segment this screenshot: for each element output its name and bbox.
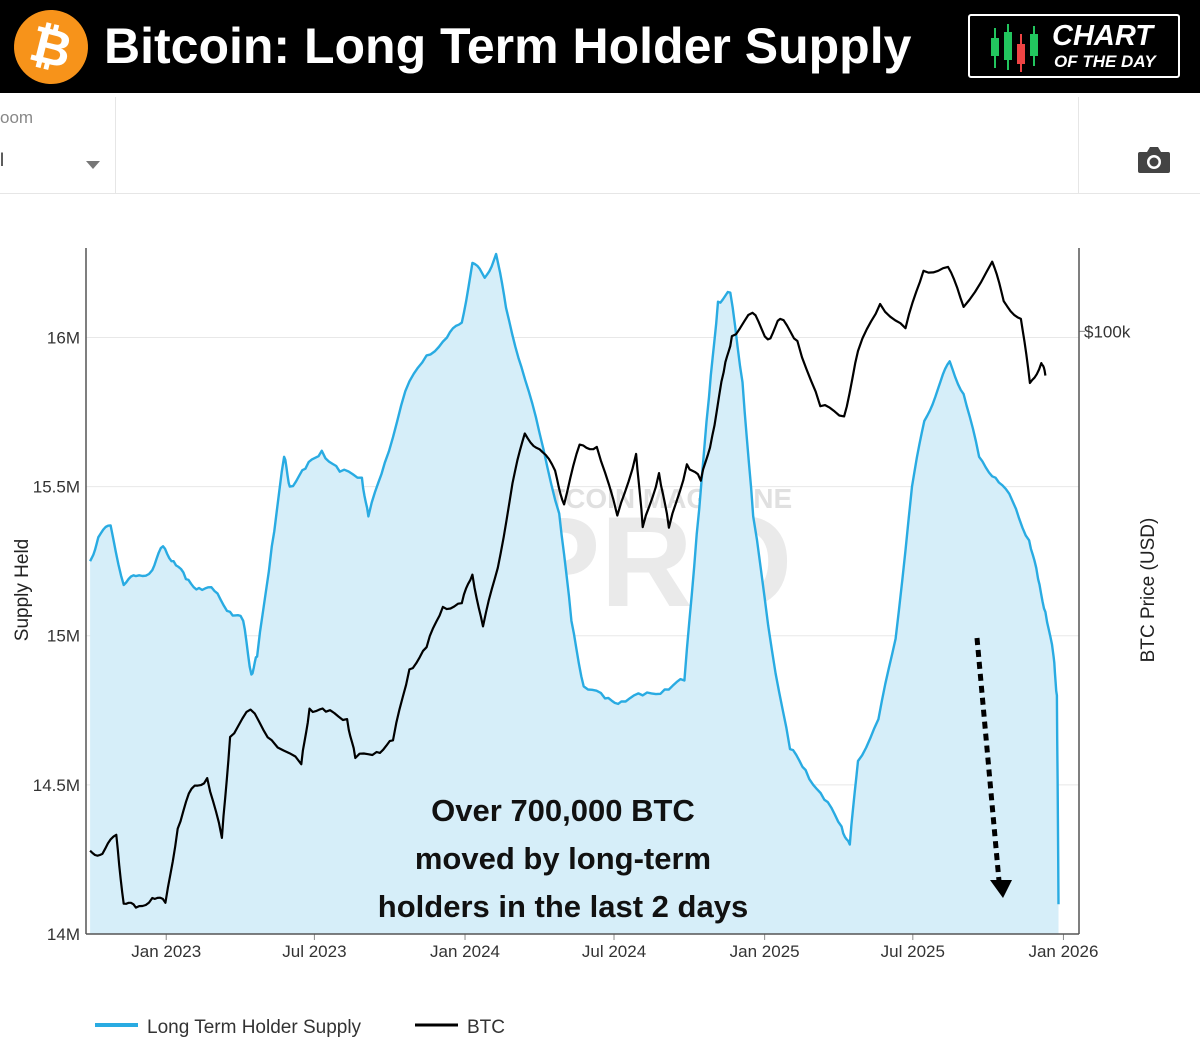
annotation-arrow-icon bbox=[974, 637, 1012, 898]
x-tick-label: Jul 2024 bbox=[582, 942, 646, 961]
y-tick-label: 16M bbox=[47, 328, 80, 347]
series-line-btc bbox=[89, 260, 1047, 909]
y-tick-label: 14.5M bbox=[33, 776, 80, 795]
y-tick-label: 14M bbox=[47, 925, 80, 944]
y2-axis-title: BTC Price (USD) bbox=[1138, 518, 1159, 663]
chart-toolbar: oom l bbox=[0, 97, 1200, 194]
x-tick-label: Jan 2023 bbox=[131, 942, 201, 961]
y2-tick-label: $100k bbox=[1084, 322, 1131, 341]
annotation-line: Over 700,000 BTC bbox=[431, 793, 695, 828]
chart: BITCOIN MAGAZINE PRO 14M14.5M15M15.5M16M… bbox=[12, 248, 1159, 1038]
x-tick-label: Jan 2024 bbox=[430, 942, 500, 961]
x-tick-label: Jul 2023 bbox=[282, 942, 346, 961]
zoom-select[interactable]: l bbox=[0, 150, 4, 170]
candlestick-icon bbox=[991, 24, 1038, 72]
camera-icon[interactable] bbox=[1136, 145, 1172, 175]
y-axis-title: Supply Held bbox=[12, 539, 33, 641]
annotation-line: moved by long-term bbox=[415, 841, 711, 876]
legend-label-supply: Long Term Holder Supply bbox=[147, 1017, 362, 1038]
legend: Long Term Holder Supply BTC bbox=[95, 1017, 505, 1038]
toolbar-divider bbox=[115, 97, 116, 193]
supply-area bbox=[90, 254, 1059, 934]
y-tick-label: 15.5M bbox=[33, 478, 80, 497]
x-tick-label: Jul 2025 bbox=[881, 942, 945, 961]
legend-label-btc: BTC bbox=[467, 1017, 505, 1038]
badge-title: CHART bbox=[1052, 20, 1153, 52]
annotation-line: holders in the last 2 days bbox=[378, 889, 748, 924]
annotation: Over 700,000 BTC moved by long-term hold… bbox=[378, 793, 748, 924]
caret-down-icon[interactable] bbox=[86, 161, 100, 169]
chart-of-the-day-badge: CHART OF THE DAY bbox=[968, 14, 1180, 78]
page-title: Bitcoin: Long Term Holder Supply bbox=[104, 18, 912, 74]
axes bbox=[85, 248, 1085, 940]
y-tick-label: 15M bbox=[47, 627, 80, 646]
header-bar: ₿ Bitcoin: Long Term Holder Supply CHART… bbox=[0, 0, 1200, 93]
series-line-supply bbox=[89, 252, 1060, 905]
bitcoin-logo-icon: ₿ bbox=[6, 2, 96, 92]
x-tick-label: Jan 2025 bbox=[730, 942, 800, 961]
zoom-label: oom bbox=[0, 108, 34, 127]
badge-subtitle: OF THE DAY bbox=[1054, 52, 1156, 71]
toolbar-divider bbox=[1078, 97, 1079, 193]
x-tick-label: Jan 2026 bbox=[1028, 942, 1098, 961]
tick-labels: 14M 14.5M 15M 15.5M 16M Jan 2023 Jul 2023 Jan 2… bbox=[33, 322, 1131, 961]
